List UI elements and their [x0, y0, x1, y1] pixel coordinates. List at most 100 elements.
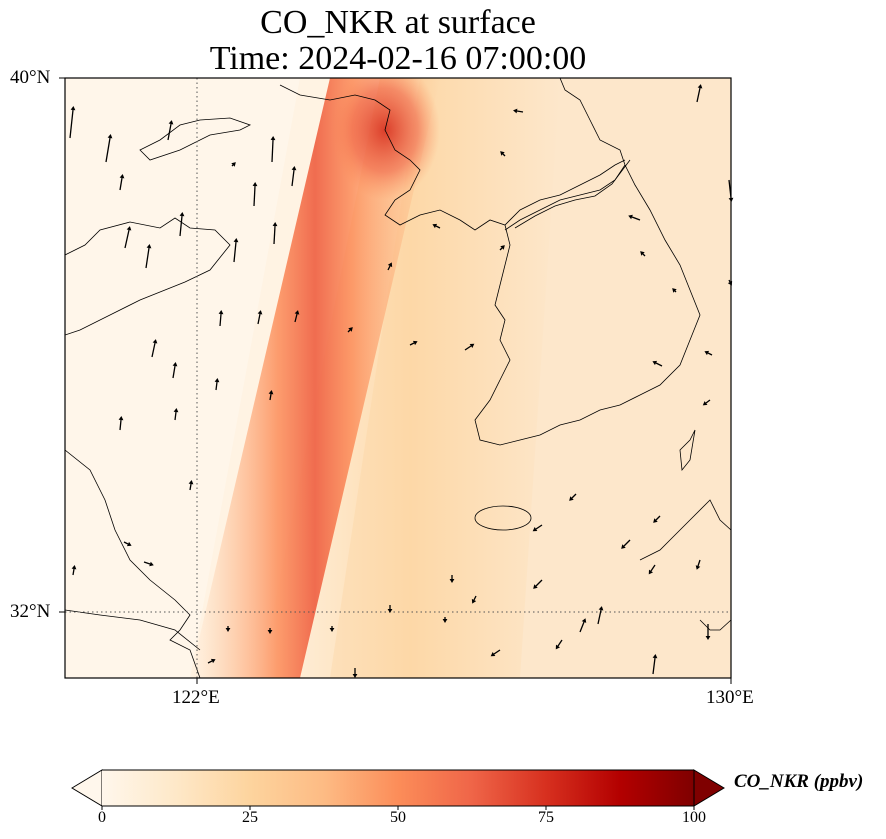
wind-vector-shaft [167, 123, 172, 141]
wind-vector-shaft [271, 139, 274, 163]
wind-vector-shaft [119, 419, 122, 431]
wind-vector-head [294, 310, 300, 315]
wind-vector-head [267, 630, 273, 634]
wind-vector-head [697, 84, 703, 89]
map-panel [59, 77, 734, 684]
wind-vector-shaft [642, 253, 646, 257]
lon-tick-label-122e: 122°E [172, 687, 220, 708]
wind-vector-shaft [557, 639, 563, 647]
wind-vector-shaft [269, 393, 272, 401]
wind-vector-head [272, 222, 278, 227]
wind-vector-shaft [215, 381, 218, 391]
colorbar-ticks [101, 806, 695, 810]
colorbar-tick-label-75: 75 [538, 809, 554, 826]
wind-vector-shaft [174, 411, 177, 421]
wind-vector-head [653, 518, 658, 523]
wind-vector-head [469, 343, 475, 348]
wind-vector-head [126, 541, 132, 547]
wind-vector-head [214, 378, 220, 383]
map-title-line1: CO_NKR at surface [260, 4, 536, 41]
wind-vector-head [581, 618, 587, 623]
wind-vector-head [500, 151, 505, 156]
colorbar-tick-label-100: 100 [682, 809, 706, 826]
wind-vector-shaft [151, 342, 156, 358]
coastlines [65, 78, 731, 678]
wind-vector-shaft [435, 225, 441, 229]
wind-vector-head [352, 674, 358, 678]
wind-vector-shaft [655, 362, 663, 367]
wind-vector-shaft [69, 109, 74, 139]
wind-vector-head [387, 609, 393, 613]
wind-vector-head [412, 340, 418, 346]
wind-vector-head [172, 362, 178, 367]
wind-vector-shaft [233, 241, 237, 263]
wind-vector-shaft [119, 177, 123, 191]
wind-vector-head [119, 174, 125, 179]
colorbar-tick-label-50: 50 [390, 809, 406, 826]
wind-vector-shaft [273, 225, 276, 245]
wind-vector-shaft [143, 561, 151, 565]
colorbar-extend-high [693, 769, 725, 807]
wind-vector-shaft [650, 564, 656, 572]
colorbar-gradient [102, 770, 694, 806]
wind-vector-shaft [571, 493, 577, 499]
wind-vector-shaft [123, 541, 129, 545]
colorbar-tick-label-0: 0 [98, 809, 106, 826]
map-frame [64, 77, 732, 679]
wind-vector-head [621, 544, 626, 549]
wind-vector-head [218, 310, 224, 315]
wind-vector-head [648, 569, 653, 575]
wind-vector-shaft [696, 87, 701, 103]
wind-vector-head [652, 360, 658, 366]
wind-vector-shaft [219, 313, 222, 327]
wind-vector-shaft [697, 559, 701, 567]
wind-vector-shaft [502, 153, 506, 157]
wind-vector-shaft [579, 621, 585, 633]
wind-vector-head [555, 644, 560, 650]
wind-vector-shaft [473, 595, 477, 601]
wind-vector-head [702, 401, 708, 406]
wind-vector-shaft [655, 515, 661, 521]
wind-vector-head [695, 565, 701, 570]
wind-vector-shaft [189, 483, 192, 491]
wind-vector-head [532, 527, 538, 532]
wind-vector-shaft [674, 290, 677, 293]
wind-vector-shaft [105, 137, 111, 163]
colorbar-tick-label-25: 25 [242, 809, 258, 826]
wind-vector-head [225, 628, 231, 632]
wind-vector-head [533, 584, 538, 589]
wind-vector-head [471, 598, 477, 604]
wind-vector-head [173, 408, 179, 413]
wind-vector-shaft [464, 345, 472, 351]
wind-vector-head [118, 416, 124, 421]
wind-vector-head [569, 496, 574, 501]
wind-vector-head [210, 658, 216, 664]
lat-tick-label-32n: 32°N [10, 601, 51, 622]
wind-vector-shaft [707, 352, 713, 356]
wind-vector-shaft [728, 279, 731, 283]
wind-vectors [69, 84, 734, 678]
map-title-line2: Time: 2024-02-16 07:00:00 [209, 40, 587, 77]
wind-vector-head [257, 310, 263, 315]
wind-vector-head [652, 654, 658, 659]
wind-vector-shaft [493, 649, 501, 655]
wind-vector-shaft [72, 568, 75, 576]
wind-vector-head [168, 120, 174, 125]
wind-vector-head [640, 251, 645, 256]
wind-vector-head [672, 288, 677, 293]
wind-vector-head [705, 636, 711, 640]
wind-vector-shaft [347, 329, 351, 333]
wind-vector-head [71, 565, 77, 570]
wind-vector-shaft [257, 313, 261, 325]
colorbar [71, 769, 725, 810]
wind-vector-head [70, 106, 76, 111]
wind-vector-head [442, 619, 448, 623]
wind-vector-head [231, 162, 236, 167]
wind-vector-head [126, 226, 132, 231]
wind-vector-shaft [231, 164, 234, 167]
wind-vector-shaft [535, 524, 543, 530]
wind-vector-shaft [631, 216, 641, 221]
wind-vector-head [268, 390, 274, 395]
colorbar-label: CO_NKR (ppbv) [734, 771, 864, 792]
wind-vector-shaft [623, 539, 631, 547]
